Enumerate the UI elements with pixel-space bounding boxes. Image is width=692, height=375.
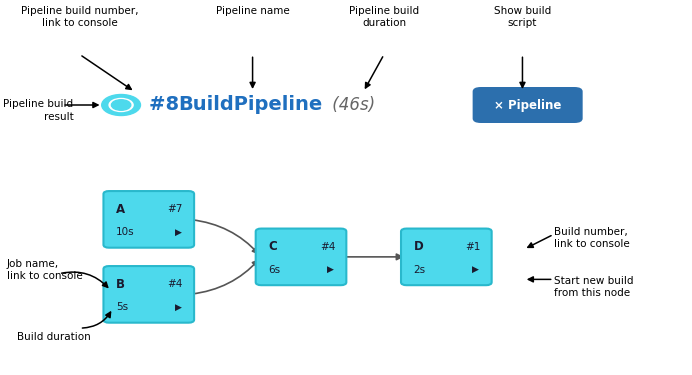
Text: 6s: 6s: [268, 264, 280, 274]
Text: A: A: [116, 203, 125, 216]
Text: B: B: [116, 278, 125, 291]
Text: 10s: 10s: [116, 227, 134, 237]
Text: Pipeline build
duration: Pipeline build duration: [349, 6, 419, 28]
Text: ⨯ Pipeline: ⨯ Pipeline: [494, 99, 561, 111]
Text: Build duration: Build duration: [17, 332, 91, 342]
Text: 2s: 2s: [414, 264, 426, 274]
Circle shape: [111, 100, 131, 110]
Text: Start new build
from this node: Start new build from this node: [554, 276, 633, 298]
Text: #7: #7: [167, 204, 183, 214]
Text: (46s): (46s): [327, 96, 375, 114]
Text: Show build
script: Show build script: [494, 6, 551, 28]
FancyBboxPatch shape: [104, 191, 194, 248]
Text: 5s: 5s: [116, 302, 128, 312]
Text: #1: #1: [465, 242, 480, 252]
Text: #8: #8: [149, 96, 185, 114]
Text: C: C: [268, 240, 277, 253]
Text: Build number,
link to console: Build number, link to console: [554, 227, 629, 249]
Text: Pipeline name: Pipeline name: [216, 6, 289, 16]
Text: Job name,
link to console: Job name, link to console: [7, 259, 82, 281]
Text: Pipeline build
result: Pipeline build result: [3, 99, 73, 122]
Circle shape: [109, 99, 133, 111]
Text: BuildPipeline: BuildPipeline: [178, 96, 322, 114]
Text: ▶: ▶: [175, 303, 181, 312]
FancyBboxPatch shape: [473, 87, 583, 123]
Text: ▶: ▶: [175, 228, 181, 237]
Text: ▶: ▶: [473, 265, 479, 274]
FancyBboxPatch shape: [401, 228, 491, 285]
Text: Pipeline build number,
link to console: Pipeline build number, link to console: [21, 6, 138, 28]
Text: D: D: [414, 240, 424, 253]
FancyBboxPatch shape: [104, 266, 194, 322]
Circle shape: [102, 94, 140, 116]
FancyBboxPatch shape: [255, 228, 346, 285]
Text: #4: #4: [320, 242, 335, 252]
Text: #4: #4: [167, 279, 183, 289]
Text: ▶: ▶: [327, 265, 334, 274]
